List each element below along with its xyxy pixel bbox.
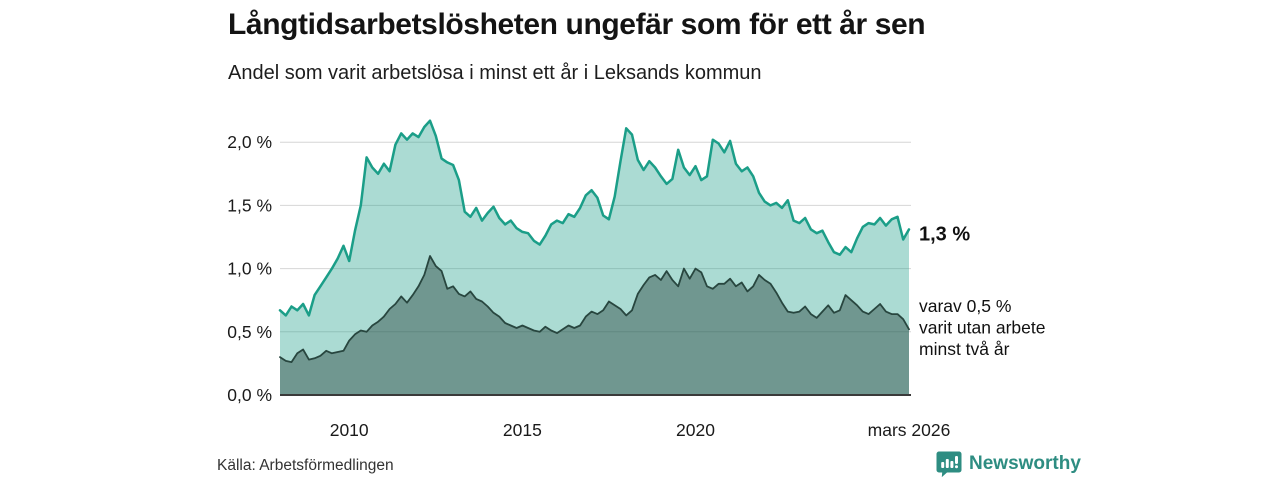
y-tick-label: 0,0 % bbox=[227, 385, 272, 405]
source-credit: Källa: Arbetsförmedlingen bbox=[217, 457, 394, 474]
brand-footer: Newsworthy bbox=[936, 450, 1081, 478]
y-tick-label: 0,5 % bbox=[227, 322, 272, 342]
x-tick-label: 2020 bbox=[676, 420, 715, 440]
y-tick-label: 1,5 % bbox=[227, 195, 272, 215]
newsworthy-logo-icon bbox=[936, 451, 962, 478]
gridlines bbox=[280, 141, 911, 333]
x-tick-label: mars 2026 bbox=[868, 420, 951, 440]
annotation-line: varit utan arbete bbox=[919, 318, 1045, 338]
chart-subtitle: Andel som varit arbetslösa i minst ett å… bbox=[228, 62, 762, 84]
brand-name: Newsworthy bbox=[969, 453, 1081, 474]
series-area-one-year bbox=[280, 120, 909, 395]
x-tick-label: 2010 bbox=[330, 420, 369, 440]
page-title: Långtidsarbetslösheten ungefär som för e… bbox=[228, 8, 926, 41]
y-tick-label: 2,0 % bbox=[227, 132, 272, 152]
series-line-two-years bbox=[279, 255, 910, 363]
series-line-one-year bbox=[278, 119, 911, 317]
annotation-line: minst två år bbox=[919, 339, 1010, 359]
x-tick-label: 2015 bbox=[503, 420, 542, 440]
x-axis-labels: 2010 2015 2020 mars 2026 bbox=[330, 420, 951, 440]
series-end-label-one-year: 1,3 % bbox=[919, 223, 970, 245]
y-tick-label: 1,0 % bbox=[227, 259, 272, 279]
y-axis-labels: 0,0 % 0,5 % 1,0 % 1,5 % 2,0 % bbox=[227, 132, 272, 405]
series-area-two-years bbox=[280, 256, 909, 395]
annotation-line: varav 0,5 % bbox=[919, 296, 1011, 316]
